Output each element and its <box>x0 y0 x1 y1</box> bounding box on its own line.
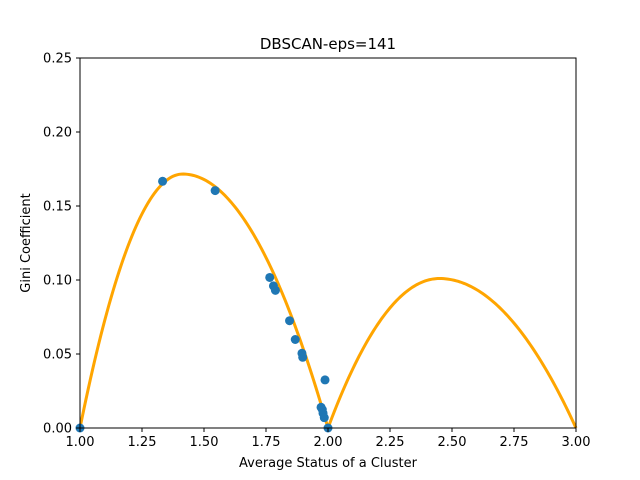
x-tick-label: 2.75 <box>500 435 529 450</box>
x-axis-label: Average Status of a Cluster <box>239 456 418 471</box>
y-axis-label: Gini Coefficient <box>19 193 34 292</box>
y-tick-label: 0.25 <box>43 52 72 67</box>
x-tick-label: 2.50 <box>438 435 467 450</box>
x-tick-label: 3.00 <box>562 435 591 450</box>
y-tick-label: 0.15 <box>43 200 72 215</box>
y-tick-label: 0.20 <box>43 126 72 141</box>
y-tick-label: 0.00 <box>43 422 72 437</box>
x-tick-label: 1.50 <box>190 435 219 450</box>
data-point <box>298 352 308 362</box>
data-point <box>158 176 168 186</box>
x-tick-label: 1.75 <box>252 435 281 450</box>
data-point <box>285 316 295 326</box>
curve-segment-2 <box>326 277 578 429</box>
y-tick-label: 0.05 <box>43 348 72 363</box>
y-tick-label: 0.10 <box>43 274 72 289</box>
data-point <box>270 285 280 295</box>
curve-segment-1 <box>78 172 330 429</box>
data-point <box>290 335 300 344</box>
data-point <box>210 186 220 196</box>
y-axis-ticks: 0.00 0.05 0.10 0.15 0.20 0.25 <box>43 52 80 437</box>
data-point <box>319 413 329 423</box>
x-tick-label: 2.00 <box>314 435 343 450</box>
x-axis-ticks: 1.00 1.25 1.50 1.75 2.00 2.25 2.50 2.75 3.00 <box>66 428 591 450</box>
data-point <box>320 375 330 385</box>
x-tick-label: 1.00 <box>66 435 95 450</box>
x-tick-label: 2.25 <box>376 435 405 450</box>
data-point <box>265 272 275 282</box>
x-tick-label: 1.25 <box>128 435 157 450</box>
chart-title: DBSCAN-eps=141 <box>260 35 396 53</box>
